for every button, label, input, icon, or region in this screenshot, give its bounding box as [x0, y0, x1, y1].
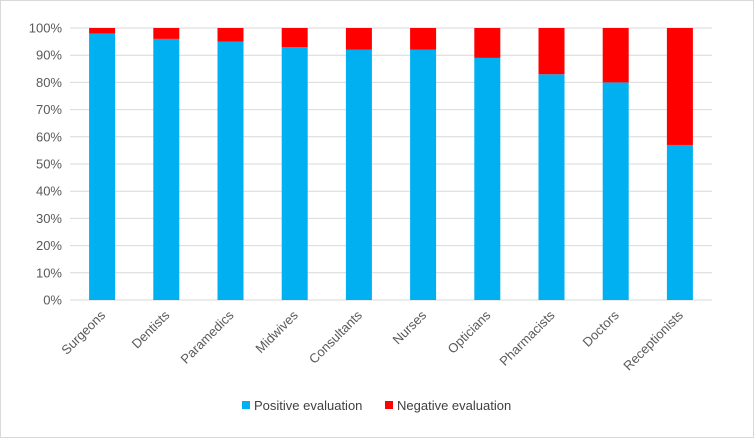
bar-positive-opticians [474, 57, 501, 300]
x-tick-label-paramedics: Paramedics [177, 307, 236, 366]
bar-negative-receptionists [666, 28, 693, 145]
bar-positive-nurses [410, 49, 437, 301]
x-tick-label-pharmacists: Pharmacists [496, 307, 558, 369]
bars [89, 28, 693, 301]
bar-positive-surgeons [89, 33, 116, 300]
x-tick-label-doctors: Doctors [580, 307, 623, 350]
x-tick-label-receptionists: Receptionists [620, 307, 686, 373]
x-tick-label-surgeons: Surgeons [58, 307, 108, 357]
bar-negative-pharmacists [538, 28, 565, 75]
legend-swatch-positive [242, 401, 250, 409]
y-tick-label: 90% [36, 48, 62, 63]
bar-negative-doctors [602, 28, 629, 83]
y-tick-label: 20% [36, 238, 62, 253]
y-tick-label: 70% [36, 102, 62, 117]
x-tick-label-opticians: Opticians [444, 307, 493, 356]
y-tick-label: 60% [36, 129, 62, 144]
y-tick-label: 50% [36, 157, 62, 172]
bar-positive-paramedics [217, 41, 244, 300]
bar-negative-opticians [474, 28, 501, 58]
bar-positive-pharmacists [538, 74, 565, 301]
y-tick-label: 40% [36, 184, 62, 199]
bar-positive-dentists [153, 38, 180, 300]
y-tick-label: 10% [36, 265, 62, 280]
bar-negative-paramedics [217, 28, 244, 42]
bar-positive-doctors [602, 82, 629, 301]
legend: Positive evaluation Negative evaluation [242, 398, 511, 413]
y-tick-label: 30% [36, 211, 62, 226]
bar-negative-dentists [153, 28, 180, 39]
bar-negative-nurses [410, 28, 437, 50]
bar-negative-consultants [345, 28, 372, 50]
x-tick-label-consultants: Consultants [306, 307, 366, 367]
bar-negative-surgeons [89, 28, 116, 34]
legend-swatch-negative [385, 401, 393, 409]
y-tick-label: 80% [36, 75, 62, 90]
y-axis-tick-labels: 0% 10% 20% 30% 40% 50% 60% 70% 80% 90% 100% [29, 21, 63, 308]
bar-positive-receptionists [666, 144, 693, 300]
bar-positive-midwives [281, 47, 308, 300]
x-tick-label-dentists: Dentists [129, 307, 173, 351]
bar-negative-midwives [281, 28, 308, 48]
y-tick-label: 0% [43, 293, 62, 308]
x-axis-tick-labels: Surgeons Dentists Paramedics Midwives Consul… [58, 307, 686, 373]
x-tick-label-nurses: Nurses [389, 307, 429, 347]
x-tick-label-midwives: Midwives [252, 307, 301, 356]
y-tick-label: 100% [29, 21, 63, 36]
bar-positive-consultants [345, 49, 372, 301]
legend-label-negative: Negative evaluation [397, 398, 511, 413]
legend-label-positive: Positive evaluation [254, 398, 362, 413]
